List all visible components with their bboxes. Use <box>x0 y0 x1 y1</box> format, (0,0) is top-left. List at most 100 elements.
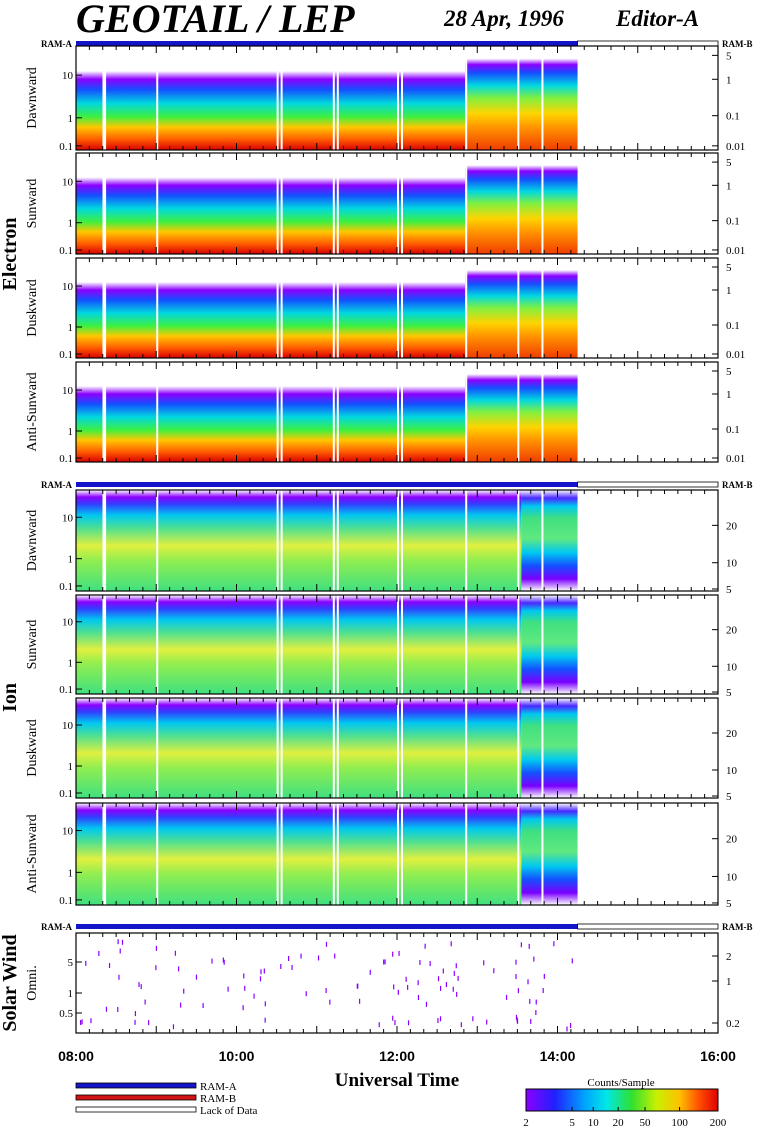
y-tick-label-right: 0.01 <box>726 453 745 465</box>
data-gap <box>280 595 283 694</box>
data-gap <box>401 258 404 358</box>
solar-wind-point <box>155 945 157 951</box>
y-tick-label-right: 10 <box>726 765 738 777</box>
data-gap <box>397 490 399 591</box>
solar-wind-point <box>450 941 452 947</box>
data-gap <box>465 698 468 798</box>
data-gap <box>332 698 335 798</box>
data-gap <box>276 698 279 798</box>
x-tick-label: 14:00 <box>540 1048 576 1064</box>
solar-wind-point <box>442 968 444 974</box>
data-gap <box>280 46 283 150</box>
solar-wind-point <box>515 959 517 965</box>
y-tick-label-right: 1 <box>726 180 732 192</box>
y-tick-label-left: 0.1 <box>59 453 73 465</box>
solar-wind-point <box>211 958 213 964</box>
data-gap <box>102 46 105 150</box>
solar-wind-point <box>392 1015 394 1021</box>
solar-wind-point <box>359 998 361 1004</box>
y-tick-label-right: 0.1 <box>726 424 740 436</box>
data-gap <box>156 698 159 798</box>
data-gap <box>280 698 283 798</box>
ion-spectrogram <box>76 698 522 798</box>
figure-date: 28 Apr, 1996 <box>443 6 564 31</box>
y-tick-label-right: 5 <box>726 584 732 596</box>
solar-wind-point <box>155 965 157 971</box>
lack-of-data-bar <box>577 40 719 47</box>
solar-wind-point <box>223 959 225 965</box>
ion-spectrogram-late <box>521 803 578 905</box>
data-gap <box>336 46 339 150</box>
electron-spectrogram <box>76 153 466 254</box>
solar-wind-point <box>178 966 180 972</box>
solar-wind-point <box>183 988 185 994</box>
panel-label: Anti-Sunward <box>25 814 40 893</box>
y-tick-label-left: 10 <box>62 176 74 188</box>
data-gap <box>276 258 279 358</box>
electron-spectrogram-late <box>465 46 578 150</box>
data-gap <box>517 46 520 150</box>
y-tick-label-left: 10 <box>62 512 74 524</box>
solar-wind-point <box>417 980 419 986</box>
data-gap <box>397 803 399 905</box>
colorbar-tick-label: 200 <box>710 1117 727 1128</box>
y-tick-label-left: 10 <box>62 826 74 838</box>
solar-wind-point <box>288 955 290 961</box>
y-tick-label-left: 10 <box>62 617 74 629</box>
solar-wind-point <box>543 973 545 979</box>
y-tick-label-right: 0.1 <box>726 216 740 228</box>
data-gap <box>332 258 335 358</box>
y-tick-label-left: 0.1 <box>59 684 73 696</box>
solar-wind-point <box>134 1019 136 1025</box>
solar-wind-point <box>138 982 140 988</box>
solar-wind-point <box>530 1018 532 1024</box>
ticks-layer <box>75 46 719 1033</box>
y-tick-label-right: 0.1 <box>726 111 740 123</box>
data-gap <box>276 46 279 150</box>
figure-editor: Editor-A <box>615 6 699 31</box>
data-gap <box>102 153 105 254</box>
solar-wind-point <box>378 1022 380 1028</box>
ram-a-bar <box>76 41 578 46</box>
solar-wind-point <box>394 1020 396 1026</box>
data-gap <box>336 698 339 798</box>
data-gap <box>156 362 159 462</box>
data-gap <box>280 490 283 591</box>
data-gap <box>541 803 544 905</box>
data-gap <box>102 258 105 358</box>
data-gap <box>332 490 335 591</box>
solar-wind-point <box>80 1020 82 1026</box>
x-axis: Universal Time 08:00 10:00 12:00 14:00 16:00 <box>58 1048 736 1091</box>
group-label: Electron <box>0 218 21 291</box>
data-gap <box>104 153 107 254</box>
data-gap <box>541 258 544 358</box>
data-gap <box>102 698 105 798</box>
solar-wind-point <box>452 986 454 992</box>
colorbar-tick-label: 20 <box>613 1117 625 1128</box>
solar-wind-point <box>516 1018 519 1024</box>
y-tick-label-left: 1 <box>68 761 74 773</box>
solar-wind-point <box>407 984 409 990</box>
solar-wind-point <box>264 1001 266 1007</box>
solar-wind-point <box>244 985 246 991</box>
solar-wind-point <box>118 974 120 980</box>
data-gap <box>541 595 544 694</box>
data-gap <box>401 490 404 591</box>
solar-wind-point <box>180 1002 182 1008</box>
solar-wind-point <box>517 988 519 994</box>
solar-wind-point <box>119 948 121 954</box>
y-tick-label-left: 0.1 <box>59 581 73 593</box>
y-tick-label-left: 1 <box>68 657 74 669</box>
figure-title: GEOTAIL / LEP <box>76 0 355 41</box>
y-tick-label-right: 5 <box>726 898 732 910</box>
data-gap <box>397 46 399 150</box>
solar-wind-point <box>493 968 495 974</box>
x-axis-label: Universal Time <box>335 1070 459 1091</box>
y-tick-label-left: 10 <box>62 70 74 82</box>
data-gap <box>517 803 520 905</box>
panel-label: Sunward <box>25 620 40 670</box>
solar-wind-point <box>242 1005 244 1011</box>
y-tick-label-right: 10 <box>726 661 738 673</box>
electron-spectrogram-late <box>465 153 578 254</box>
solar-wind-point <box>325 941 328 947</box>
